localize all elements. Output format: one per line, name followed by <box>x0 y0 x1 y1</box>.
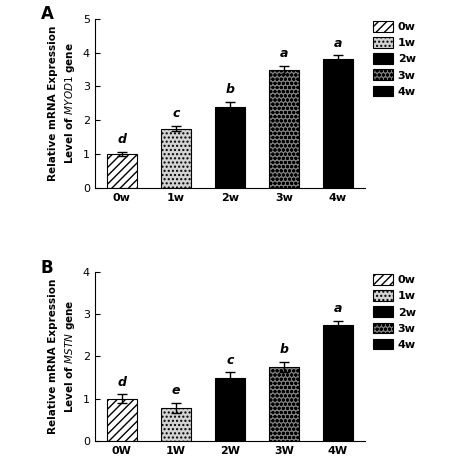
Text: b: b <box>279 343 288 356</box>
Legend: 0w, 1w, 2w, 3w, 4w: 0w, 1w, 2w, 3w, 4w <box>373 274 416 350</box>
Bar <box>161 408 191 441</box>
Y-axis label: Relative mRNA Expression
Level of $\it{MSTN}$ gene: Relative mRNA Expression Level of $\it{M… <box>48 279 77 434</box>
Bar <box>269 70 299 188</box>
Bar <box>323 325 353 441</box>
Bar <box>269 367 299 441</box>
Text: c: c <box>226 354 234 366</box>
Text: B: B <box>41 259 54 276</box>
Text: b: b <box>226 83 234 96</box>
Text: a: a <box>334 36 342 49</box>
Text: a: a <box>334 301 342 315</box>
Bar <box>215 378 245 441</box>
Text: d: d <box>118 133 127 146</box>
Text: a: a <box>280 46 288 60</box>
Bar <box>107 154 137 188</box>
Text: d: d <box>118 375 127 389</box>
Bar <box>107 399 137 441</box>
Legend: 0w, 1w, 2w, 3w, 4w: 0w, 1w, 2w, 3w, 4w <box>373 21 416 97</box>
Bar <box>161 128 191 188</box>
Y-axis label: Relative mRNA Expression
Level of $\it{MYOD1}$ gene: Relative mRNA Expression Level of $\it{M… <box>48 26 77 181</box>
Bar <box>215 108 245 188</box>
Bar <box>323 59 353 188</box>
Text: e: e <box>172 384 180 397</box>
Text: c: c <box>172 107 180 120</box>
Text: A: A <box>41 6 54 23</box>
